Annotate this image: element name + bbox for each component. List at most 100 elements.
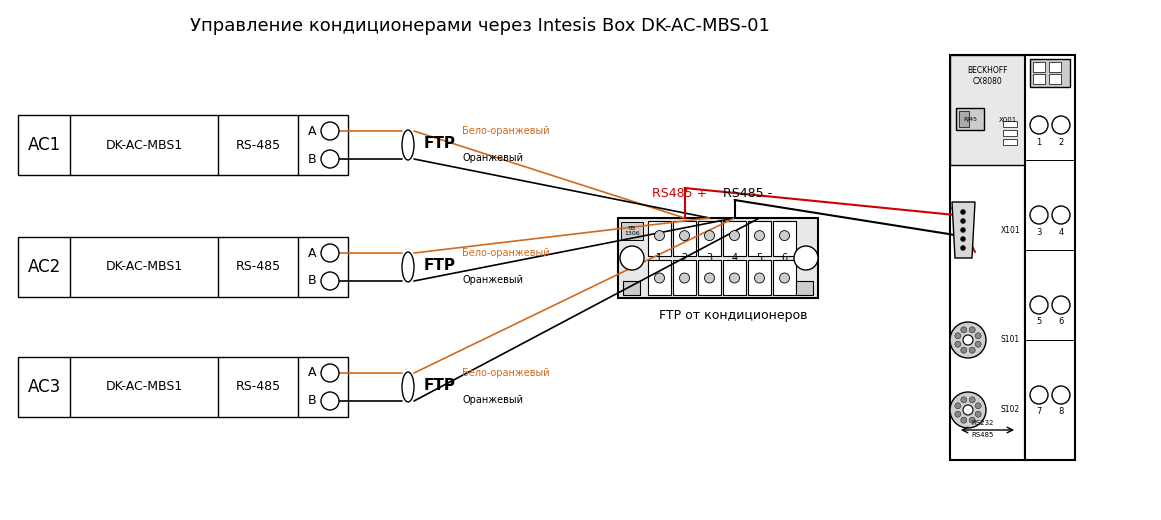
Text: Оранжевый: Оранжевый [462,153,522,163]
Text: 5: 5 [1037,318,1041,327]
Bar [723,260,747,295]
Circle shape [962,405,973,415]
Bar [748,221,771,256]
Circle shape [960,210,966,215]
Circle shape [755,230,764,241]
Text: AC3: AC3 [28,378,60,396]
Text: X101: X101 [1001,226,1021,235]
Circle shape [961,397,967,403]
Text: TB
1306: TB 1306 [625,226,640,237]
Text: 6: 6 [1059,318,1063,327]
Circle shape [655,230,664,241]
Circle shape [950,322,986,358]
Text: B: B [308,152,317,165]
Circle shape [320,150,339,168]
Circle shape [655,273,664,283]
Circle shape [729,273,740,283]
Bar [698,221,721,256]
Circle shape [679,273,690,283]
Bar [623,281,640,295]
Bar [748,260,771,295]
Circle shape [1030,206,1048,224]
Bar [19,237,348,297]
Text: 1: 1 [1037,137,1041,147]
Ellipse shape [402,252,414,282]
Circle shape [1052,206,1070,224]
Text: B: B [308,395,317,408]
Circle shape [954,333,961,339]
Text: 7: 7 [1037,408,1041,417]
Bar [950,55,1025,165]
Circle shape [1052,116,1070,134]
Text: RS-485: RS-485 [236,261,281,274]
Circle shape [961,327,967,333]
Circle shape [1052,386,1070,404]
Text: DK-AC-MBS1: DK-AC-MBS1 [106,381,182,394]
Circle shape [320,272,339,290]
Text: S102: S102 [1001,406,1021,414]
Circle shape [779,273,789,283]
Circle shape [969,397,975,403]
Text: Бело-оранжевый: Бело-оранжевый [462,126,549,136]
Text: Оранжевый: Оранжевый [462,275,522,285]
Circle shape [620,246,644,270]
Bar [959,111,969,127]
Circle shape [969,417,975,423]
Circle shape [954,411,961,417]
Text: BECKHOFF: BECKHOFF [967,66,1008,74]
Text: AC2: AC2 [28,258,60,276]
Text: 6: 6 [781,253,787,263]
Text: 1: 1 [656,253,663,263]
Text: 5: 5 [756,253,763,263]
Circle shape [729,230,740,241]
Text: 2: 2 [682,253,687,263]
Text: RS485: RS485 [972,432,994,438]
Bar [1033,62,1045,72]
Bar [1003,139,1017,145]
Circle shape [1030,296,1048,314]
Text: FTP от кондиционеров: FTP от кондиционеров [658,309,807,322]
Bar [618,218,819,298]
Bar [19,357,348,417]
Text: RS232: RS232 [972,420,994,426]
Bar [648,260,671,295]
Text: CX8080: CX8080 [973,76,1002,85]
Bar [1050,62,1061,72]
Text: Оранжевый: Оранжевый [462,395,522,405]
Text: A: A [308,246,317,259]
Text: A: A [308,367,317,380]
Circle shape [705,273,714,283]
Text: 4: 4 [731,253,737,263]
Text: S101: S101 [1001,335,1021,345]
Bar [1025,55,1075,460]
Text: Бело-оранжевый: Бело-оранжевый [462,368,549,378]
Circle shape [320,244,339,262]
Text: 3: 3 [1037,228,1041,237]
Circle shape [705,230,714,241]
Text: DK-AC-MBS1: DK-AC-MBS1 [106,138,182,151]
Bar [723,221,747,256]
Bar [621,222,643,240]
Text: Бело-оранжевый: Бело-оранжевый [462,248,549,258]
Circle shape [679,230,690,241]
Circle shape [1052,296,1070,314]
Circle shape [975,403,981,409]
Circle shape [961,417,967,423]
Circle shape [320,392,339,410]
Circle shape [975,411,981,417]
Bar [673,221,695,256]
Text: RJ45: RJ45 [962,116,978,122]
Circle shape [960,245,966,251]
Bar [1030,59,1070,87]
Circle shape [954,341,961,347]
Text: FTP: FTP [424,257,456,272]
Circle shape [779,230,789,241]
Circle shape [1030,386,1048,404]
Circle shape [794,246,819,270]
Text: Управление кондиционерами через Intesis Box DK-AC-MBS-01: Управление кондиционерами через Intesis … [190,17,770,35]
Text: AC1: AC1 [28,136,60,154]
Text: B: B [308,275,317,288]
Circle shape [962,335,973,345]
Circle shape [954,403,961,409]
Circle shape [320,364,339,382]
